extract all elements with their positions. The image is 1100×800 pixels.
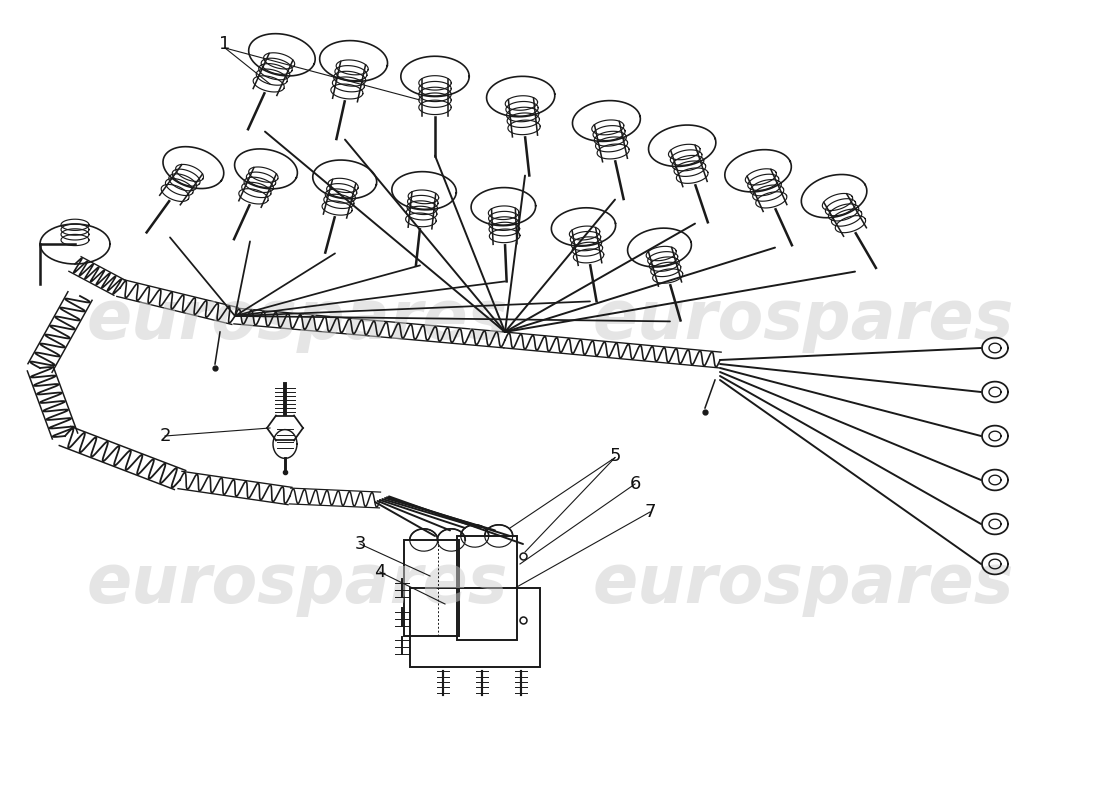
Text: 6: 6 [629,475,640,493]
Text: eurospares: eurospares [592,287,1014,353]
Bar [405,540,460,636]
Text: 7: 7 [645,503,656,521]
Text: eurospares: eurospares [86,551,508,617]
Text: eurospares: eurospares [592,551,1014,617]
Text: 1: 1 [219,35,231,53]
Bar [410,588,540,667]
Text: 2: 2 [160,427,170,445]
Text: 3: 3 [354,535,365,553]
Text: 4: 4 [374,563,386,581]
Text: 5: 5 [609,447,620,465]
Bar [456,536,517,640]
Text: eurospares: eurospares [86,287,508,353]
